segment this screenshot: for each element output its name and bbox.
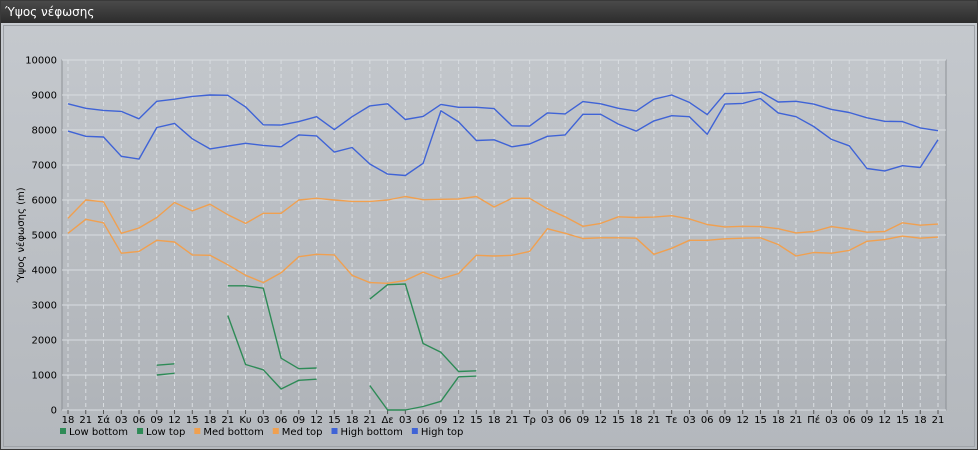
x-tick-label: Σά	[97, 414, 110, 426]
x-tick-label: 09	[292, 415, 305, 426]
x-tick-label: Τε	[665, 415, 678, 426]
x-tick-label: 09	[434, 415, 447, 426]
y-tick-label: 7000	[32, 161, 57, 172]
x-tick-label: 18	[488, 415, 501, 426]
x-tick-label: 06	[275, 415, 288, 426]
x-tick-label: 15	[612, 415, 625, 426]
x-tick-label: 18	[204, 415, 217, 426]
x-tick-label: 03	[115, 415, 128, 426]
x-tick-label: Κυ	[239, 415, 252, 426]
x-tick-label: 18	[346, 415, 359, 426]
series-line-low-bottom	[227, 315, 317, 390]
y-tick-label: 5000	[32, 231, 57, 242]
x-tick-label: 21	[648, 415, 661, 426]
x-tick-label: 06	[559, 415, 572, 426]
x-tick-label: 06	[701, 415, 714, 426]
y-tick-label: 1000	[32, 371, 57, 382]
x-tick-label: 09	[719, 415, 732, 426]
series-line-med-top	[67, 195, 939, 235]
y-axis-label: Ύψος νέφωσης (m)	[15, 187, 27, 283]
x-tick-label: 12	[736, 415, 749, 426]
legend-swatch	[272, 428, 279, 434]
x-tick-label: 18	[62, 415, 75, 426]
y-tick-label: 10000	[25, 56, 57, 67]
x-tick-label: 06	[133, 415, 146, 426]
x-tick-label: 12	[594, 415, 607, 426]
legend-swatch	[137, 428, 144, 434]
x-tick-label: 06	[843, 415, 856, 426]
x-tick-label: 12	[878, 415, 891, 426]
x-tick-label: 09	[150, 415, 163, 426]
x-tick-label: 03	[825, 415, 838, 426]
legend-label: High top	[421, 427, 464, 438]
x-tick-label: 21	[221, 415, 234, 426]
series-line-high-bottom	[67, 97, 939, 177]
x-tick-label: 18	[914, 415, 927, 426]
x-tick-label: Τρ	[522, 415, 535, 426]
x-tick-label: 09	[577, 415, 590, 426]
legend-label: Med top	[282, 427, 323, 438]
y-axis-ticks: 0 1000 2000 3000 4000 5000 6000 7000 8000 9000 100…	[25, 56, 57, 417]
y-tick-label: 3000	[32, 301, 57, 312]
series-line-low-top	[156, 363, 175, 366]
legend-swatch	[331, 428, 338, 434]
y-tick-label: 8000	[32, 126, 57, 137]
x-tick-label: 06	[417, 415, 430, 426]
x-axis-ticks: 18 21 Σά 03 06 09 12 15 18 21 Κυ 03 06 09 12 15 18 21 Δε 03…	[62, 410, 945, 426]
series-line-low-top	[369, 283, 477, 373]
x-tick-label: 21	[79, 415, 92, 426]
x-tick-label: 12	[168, 415, 181, 426]
x-tick-label: 21	[790, 415, 803, 426]
series-line-low-bottom	[156, 372, 175, 376]
x-tick-label: 12	[310, 415, 323, 426]
legend: Low bottom Low top Med bottom Med top High b…	[60, 427, 463, 438]
x-tick-label: 15	[470, 415, 483, 426]
x-tick-label: 21	[363, 415, 376, 426]
x-tick-label: 12	[452, 415, 465, 426]
x-tick-label: Πέ	[807, 414, 820, 426]
legend-label: High bottom	[341, 427, 403, 438]
series-line-med-bottom	[67, 218, 939, 284]
x-tick-label: 03	[683, 415, 696, 426]
y-tick-label: 6000	[32, 196, 57, 207]
x-tick-label: 21	[932, 415, 945, 426]
x-tick-label: 15	[896, 415, 909, 426]
x-tick-label: Δε	[381, 415, 393, 426]
series-line-high-top	[67, 91, 939, 132]
legend-swatch	[194, 428, 201, 434]
legend-label: Med bottom	[203, 427, 263, 438]
x-tick-label: 18	[630, 415, 643, 426]
legend-swatch	[60, 428, 66, 434]
legend-label: Low bottom	[69, 427, 128, 438]
series-line-low-top	[227, 285, 317, 370]
y-tick-label: 2000	[32, 336, 57, 347]
series-line-low-bottom	[369, 375, 477, 411]
x-tick-label: 03	[257, 415, 270, 426]
x-tick-label: 15	[186, 415, 199, 426]
x-tick-label: 21	[506, 415, 519, 426]
grid-lines	[62, 59, 946, 411]
x-tick-label: 03	[399, 415, 412, 426]
series-lines	[67, 91, 939, 411]
x-tick-label: 18	[772, 415, 785, 426]
x-tick-label: 09	[861, 415, 874, 426]
y-tick-label: 0	[51, 406, 57, 417]
x-tick-label: 15	[754, 415, 767, 426]
y-tick-label: 9000	[32, 91, 57, 102]
y-tick-label: 4000	[32, 266, 57, 277]
x-tick-label: 15	[328, 415, 341, 426]
legend-swatch	[411, 428, 418, 434]
x-tick-label: 03	[541, 415, 554, 426]
window-title: Ύψος νέφωσης	[1, 1, 977, 23]
legend-label: Low top	[146, 427, 185, 438]
